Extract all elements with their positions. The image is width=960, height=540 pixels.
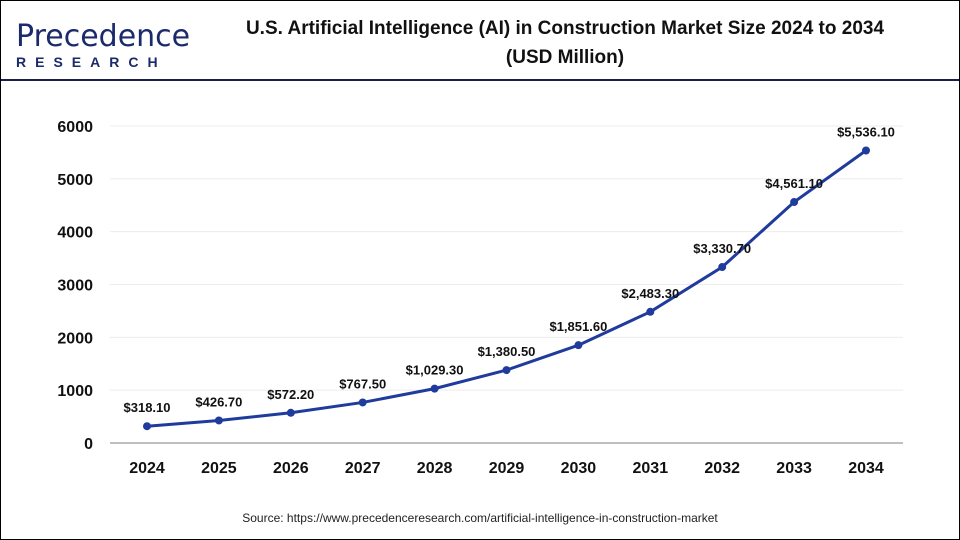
x-tick-label: 2031	[633, 460, 669, 477]
data-label: $767.50	[339, 376, 386, 391]
data-point	[862, 146, 870, 155]
data-point	[214, 416, 223, 425]
y-tick-label: 0	[84, 436, 93, 453]
y-tick-label: 2000	[57, 330, 93, 347]
data-label: $5,536.10	[837, 125, 895, 140]
logo-subtitle: RESEARCH	[16, 54, 167, 70]
x-tick-label: 2029	[489, 460, 525, 477]
x-tick-label: 2026	[273, 460, 309, 477]
x-tick-label: 2034	[848, 460, 884, 477]
x-tick-label: 2033	[776, 460, 812, 477]
x-tick-label: 2025	[201, 460, 237, 477]
data-point	[790, 198, 799, 207]
data-point	[574, 341, 583, 350]
data-label: $1,029.30	[406, 363, 464, 378]
x-tick-label: 2024	[129, 460, 165, 477]
y-tick-label: 6000	[57, 119, 93, 136]
data-point	[646, 307, 655, 316]
y-tick-label: 4000	[57, 225, 93, 242]
data-point	[502, 366, 511, 375]
data-point	[286, 408, 295, 417]
title-line-1: U.S. Artificial Intelligence (AI) in Con…	[245, 18, 885, 39]
y-tick-label: 1000	[57, 383, 93, 400]
y-tick-label: 5000	[57, 172, 93, 189]
x-tick-label: 2027	[345, 460, 381, 477]
chart-title: U.S. Artificial Intelligence (AI) in Con…	[195, 14, 935, 72]
data-label: $318.10	[124, 400, 171, 415]
x-tick-label: 2028	[417, 460, 453, 477]
data-label: $3,330.70	[693, 241, 751, 256]
data-label: $1,851.60	[549, 319, 607, 334]
source-note: Source: https://www.precedenceresearch.c…	[242, 511, 718, 525]
x-tick-label: 2032	[704, 460, 740, 477]
data-point	[718, 263, 727, 272]
logo: Precedence RESEARCH	[16, 19, 191, 71]
data-label: $1,380.50	[478, 344, 536, 359]
data-point	[358, 398, 367, 407]
data-label: $2,483.30	[621, 286, 679, 301]
data-label: $4,561.10	[765, 176, 823, 191]
series-line	[146, 149, 867, 428]
data-point	[430, 384, 439, 393]
title-line-2: (USD Million)	[505, 47, 625, 68]
x-tick-label: 2030	[561, 460, 597, 477]
logo-wordmark: Precedence	[16, 19, 191, 54]
data-label: $572.20	[267, 387, 314, 402]
y-tick-label: 3000	[57, 278, 93, 295]
data-label: $426.70	[195, 394, 242, 409]
header-divider	[1, 79, 959, 81]
data-point	[143, 422, 151, 431]
